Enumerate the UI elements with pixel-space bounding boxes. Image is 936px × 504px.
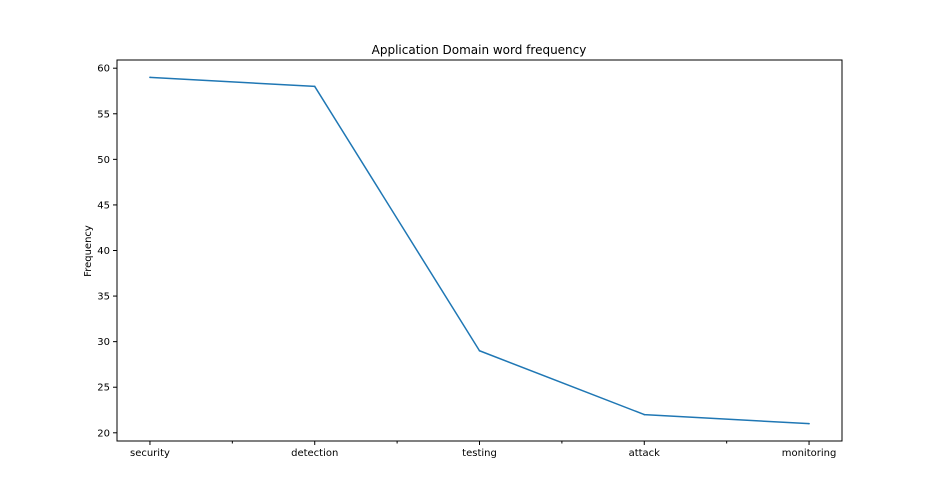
y-tick-label: 55 <box>97 109 110 120</box>
y-tick-label: 40 <box>97 246 110 257</box>
x-tick-label: security <box>130 448 170 459</box>
data-point <box>808 422 810 425</box>
y-tick-label: 45 <box>97 200 110 211</box>
y-axis-label: Frequency <box>83 225 94 277</box>
y-tick-label: 25 <box>97 383 110 394</box>
x-axis: security detection testing attack monitoring <box>130 441 836 459</box>
data-point <box>478 349 481 352</box>
y-tick-label: 20 <box>97 428 110 439</box>
data-point <box>149 76 151 79</box>
y-tick-label: 35 <box>97 292 110 303</box>
y-tick-label: 60 <box>97 64 110 75</box>
x-tick-label: attack <box>629 448 661 459</box>
y-tick-label: 50 <box>97 155 110 166</box>
data-point <box>643 413 646 416</box>
chart-title: Application Domain word frequency <box>372 43 587 57</box>
y-tick-label: 30 <box>97 337 110 348</box>
x-tick-label: monitoring <box>782 448 837 459</box>
y-axis: 20 25 30 35 40 45 50 55 60 <box>97 64 117 439</box>
data-point <box>313 85 316 88</box>
x-tick-label: testing <box>462 448 497 459</box>
series-layer <box>149 76 810 425</box>
x-tick-label: detection <box>291 448 338 459</box>
plot-area-frame <box>116 59 843 442</box>
